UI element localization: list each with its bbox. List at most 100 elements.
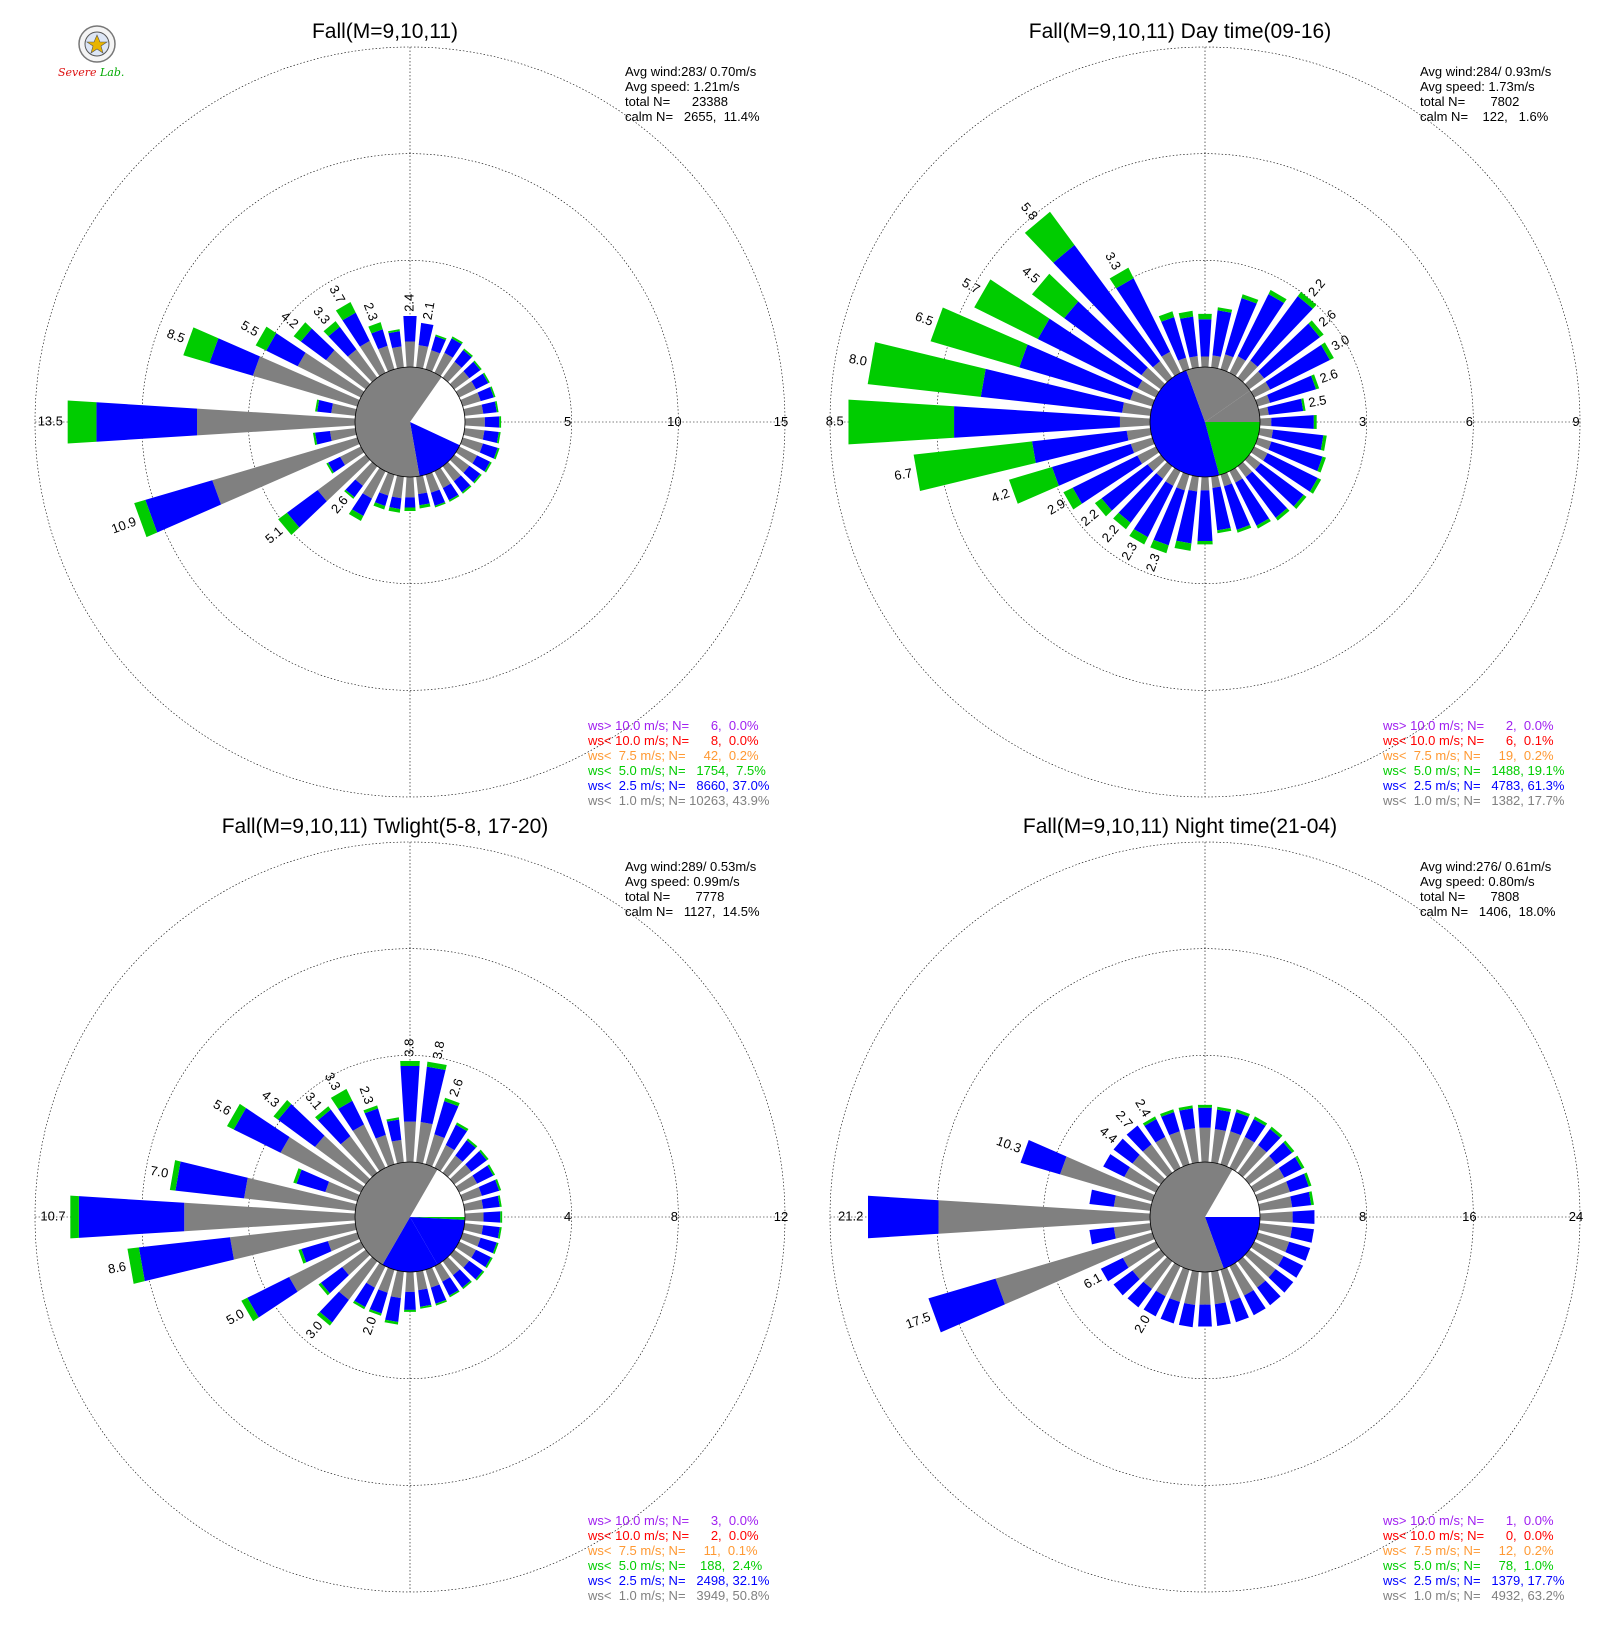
bar-value-label: 6.7 <box>893 465 913 483</box>
rose-bar-segment <box>315 430 332 445</box>
rose-bar-segment <box>449 1164 472 1185</box>
rose-bar-segment <box>1137 380 1160 398</box>
rose-bar-segment <box>1237 1256 1266 1288</box>
rose-bar-segment <box>1142 1144 1173 1178</box>
rose-bar-segment <box>475 1270 485 1281</box>
rose-bar-segment <box>252 356 360 407</box>
rose-bar-segment <box>316 1311 333 1326</box>
rose-bar-segment <box>1189 356 1199 369</box>
rose-bar-segment <box>473 473 482 484</box>
rose-bar-segment <box>493 447 500 460</box>
rose-bar-segment <box>1103 1154 1130 1177</box>
rose-bar-segment <box>435 334 447 341</box>
bar-value-label: 8.5 <box>165 326 187 346</box>
rose-bar-segment <box>442 361 462 383</box>
rose-bar-segment <box>499 416 502 428</box>
rose-bar-segment <box>867 1195 939 1239</box>
calm-pie-slice <box>1205 1169 1260 1217</box>
bar-value-label: 2.3 <box>357 1084 377 1106</box>
rose-bar-segment <box>461 485 472 494</box>
rose-bar-segment <box>1155 1262 1181 1297</box>
legend-entry: ws< 1.0 m/s; N= 3949, 50.8% <box>587 1588 770 1603</box>
bar-value-label: 4.5 <box>1019 263 1042 286</box>
bar-value-label: 6.5 <box>913 309 935 329</box>
rose-bar-segment <box>1113 1195 1152 1211</box>
rose-bar-segment <box>323 321 340 337</box>
rose-bar-segment <box>183 327 219 363</box>
rose-bar-segment <box>297 352 365 398</box>
rose-bar-segment <box>420 1066 446 1125</box>
rose-bar-segment <box>280 1136 365 1193</box>
rose-bar-segment <box>1137 446 1160 464</box>
rose-bar-segment <box>463 1223 484 1235</box>
rose-bar-segment <box>1051 443 1135 486</box>
rose-bar-segment <box>416 1270 428 1291</box>
rose-bar-segment <box>928 1278 1005 1333</box>
stat-line: Avg wind:284/ 0.93m/s <box>1420 64 1552 79</box>
rose-bar-segment <box>233 1108 290 1153</box>
rose-bar-segment <box>1267 398 1304 415</box>
rose-bar-segment <box>1263 453 1318 492</box>
rose-bar-segment <box>445 1124 468 1151</box>
rose-bar-segment <box>1220 472 1232 487</box>
legend-entry: ws< 5.0 m/s; N= 188, 2.4% <box>587 1558 763 1573</box>
rose-bar-segment <box>319 1291 349 1323</box>
rose-bar-segment <box>449 454 470 473</box>
svg-text:Lab.: Lab. <box>99 66 124 79</box>
legend-entry: ws< 10.0 m/s; N= 2, 0.0% <box>587 1528 759 1543</box>
calm-pie-slice <box>410 376 465 446</box>
rose-bar-segment <box>405 476 415 498</box>
legend-entry: ws< 7.5 m/s; N= 19, 0.2% <box>1382 748 1554 763</box>
legend-entry: ws< 2.5 m/s; N= 2498, 32.1% <box>587 1573 770 1588</box>
rose-bar-segment <box>463 428 485 440</box>
bar-value-label: 10.9 <box>109 514 138 537</box>
rose-bar-segment <box>1286 1173 1309 1192</box>
rose-bar-segment <box>1053 244 1161 368</box>
rose-bar-segment <box>384 1319 399 1325</box>
rose-bar-segment <box>368 1309 382 1316</box>
rose-bar-segment <box>1255 1181 1290 1202</box>
rose-bar-segment <box>1317 456 1326 473</box>
rose-bar-segment <box>1268 289 1287 304</box>
rose-bar-segment <box>1321 342 1334 360</box>
panel-title: Fall(M=9,10,11) <box>312 20 458 43</box>
rose-bar-segment <box>463 1260 483 1280</box>
legend-entry: ws< 10.0 m/s; N= 6, 0.1% <box>1382 733 1554 748</box>
rose-bar-segment <box>434 502 446 508</box>
legend-entry: ws> 10.0 m/s; N= 1, 0.0% <box>1382 1513 1554 1528</box>
calm-pie-slice <box>1149 1162 1233 1272</box>
rose-bar-segment <box>134 499 158 538</box>
calm-circle-outline <box>354 366 466 478</box>
rose-bar-segment <box>460 1232 481 1247</box>
rose-bar-segment <box>1245 471 1288 518</box>
rose-bar-segment <box>338 1256 378 1300</box>
rose-bar-segment <box>1178 1105 1193 1111</box>
rose-bar-segment <box>980 368 1124 413</box>
rose-bar-segment <box>472 455 491 472</box>
rose-bar-segment <box>212 437 360 505</box>
rose-bar-segment <box>326 462 334 474</box>
rose-bar-segment <box>314 1135 371 1185</box>
bar-value-label: 7.0 <box>149 1163 169 1181</box>
rose-bar-segment <box>1178 1303 1196 1328</box>
bar-value-label: 2.2 <box>1305 276 1328 299</box>
rose-bar-segment <box>226 1103 247 1130</box>
rose-bar-segment <box>342 1249 371 1276</box>
stat-line: calm N= 2655, 11.4% <box>625 109 760 124</box>
rose-bar-segment <box>449 371 470 390</box>
rose-bar-segment <box>1259 417 1272 427</box>
rose-bar-segment <box>1267 375 1317 403</box>
rose-bar-segment <box>442 1155 463 1178</box>
stat-line: Avg wind:283/ 0.70m/s <box>625 64 757 79</box>
rose-bar-segment <box>340 446 365 466</box>
rose-bar-segment <box>1214 1302 1231 1326</box>
rose-bar-segment <box>1143 1256 1173 1289</box>
rose-bar-segment <box>1155 1136 1181 1172</box>
rose-bar-segment <box>1255 463 1304 507</box>
rose-bar-segment <box>1197 490 1213 541</box>
rose-bar-segment <box>1237 294 1285 361</box>
rose-bar-segment <box>1174 540 1192 551</box>
panel-title: Fall(M=9,10,11) Twlight(5-8, 17-20) <box>222 815 549 838</box>
rose-bar-segment <box>1237 360 1258 383</box>
rose-bar-segment <box>481 401 497 414</box>
